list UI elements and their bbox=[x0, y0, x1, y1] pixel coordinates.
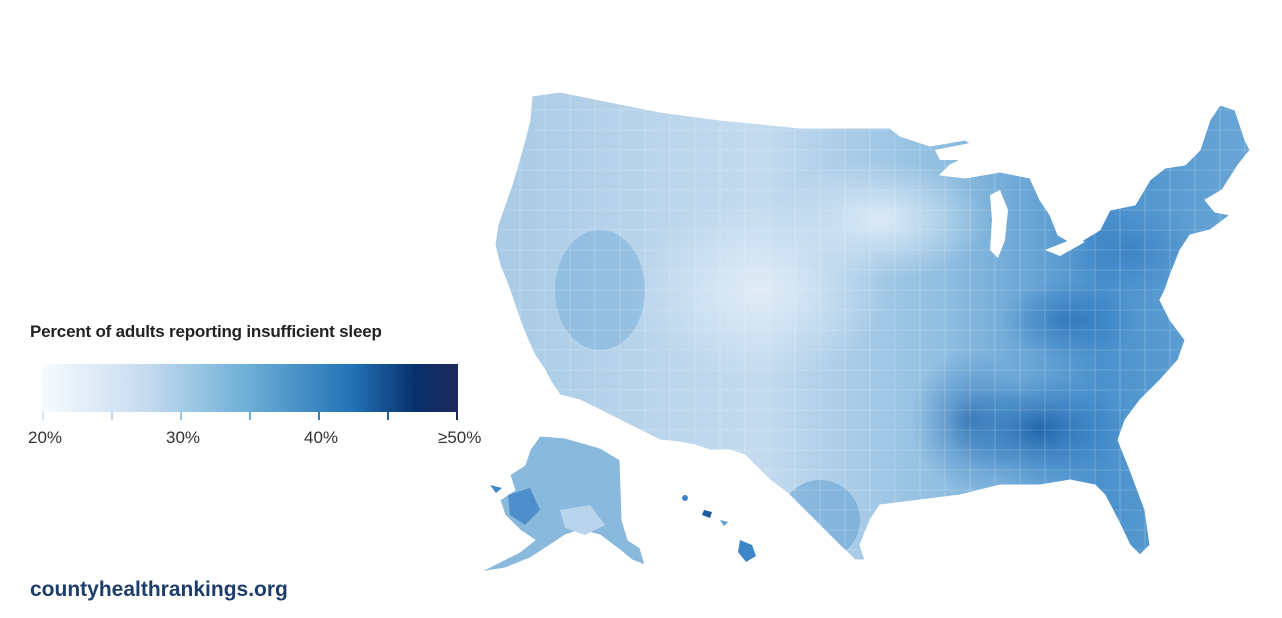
legend-label-50: ≥50% bbox=[438, 428, 482, 447]
legend-label-20: 20% bbox=[28, 428, 63, 447]
legend-tick bbox=[387, 412, 389, 420]
legend-tick bbox=[456, 412, 458, 420]
us-county-map bbox=[479, 91, 1251, 573]
source-credit: countyhealthrankings.org bbox=[30, 578, 288, 601]
legend-title: Percent of adults reporting insufficient… bbox=[30, 322, 382, 341]
legend-tick bbox=[42, 412, 44, 420]
legend-color-bar bbox=[42, 364, 458, 412]
legend-tick bbox=[180, 412, 182, 420]
hawaii-region bbox=[682, 495, 756, 562]
alaska-region bbox=[479, 435, 646, 573]
lake-michigan bbox=[990, 190, 1008, 258]
legend-label-40: 40% bbox=[304, 428, 339, 447]
lake-superior bbox=[935, 142, 985, 160]
lake-erie bbox=[1045, 238, 1085, 256]
contiguous-us-region bbox=[494, 91, 1251, 561]
legend-tick bbox=[111, 412, 113, 420]
legend-tick bbox=[318, 412, 320, 420]
legend-tick bbox=[249, 412, 251, 420]
legend-label-30: 30% bbox=[166, 428, 201, 447]
